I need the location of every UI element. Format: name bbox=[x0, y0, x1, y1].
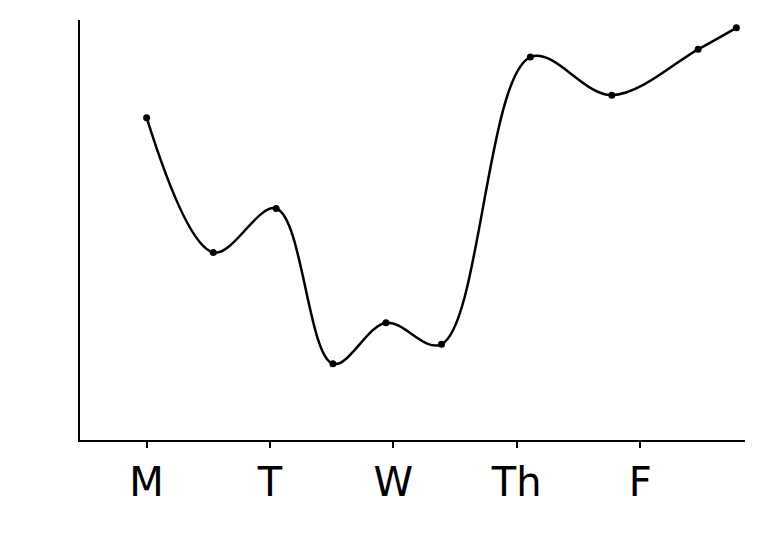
svg-text:F: F bbox=[629, 459, 652, 505]
svg-text:M: M bbox=[129, 459, 164, 505]
svg-text:Th: Th bbox=[491, 459, 542, 505]
svg-text:W: W bbox=[374, 459, 414, 505]
svg-text:T: T bbox=[257, 459, 283, 505]
